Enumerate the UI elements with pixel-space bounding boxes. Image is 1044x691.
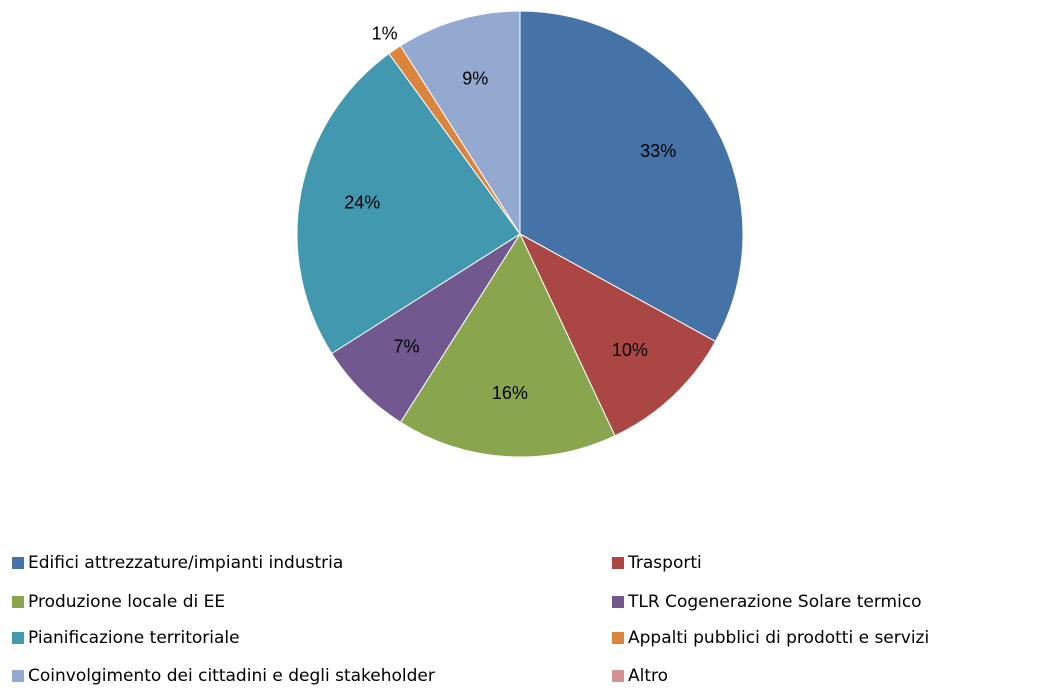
slice-label: 24% [344,193,380,213]
legend-swatch [612,596,624,608]
pie-slice [399,232,616,458]
pie-slice [296,52,521,355]
legend-label: Coinvolgimento dei cittadini e degli sta… [28,666,435,686]
legend-swatch [12,632,24,644]
slice-label: 1% [372,24,398,44]
legend-label: Trasporti [627,553,702,573]
legend-swatch [612,670,624,682]
slice-label: 16% [492,383,528,403]
slice-label: 33% [640,141,676,161]
pie-slice [519,10,744,343]
slice-label: 10% [612,340,648,360]
slice-label: 9% [462,69,488,89]
pie-slice [399,10,521,236]
legend-swatch [12,557,24,569]
legend-label: TLR Cogenerazione Solare termico [627,592,922,612]
legend-label: Produzione locale di EE [28,592,225,612]
slice-label: 7% [393,336,419,356]
legend-label: Pianificazione territoriale [28,628,240,648]
legend-swatch [612,557,624,569]
legend-swatch [612,632,624,644]
legend-label: Edifici attrezzature/impianti industria [28,553,343,573]
legend-swatch [12,670,24,682]
pie-slice [518,232,717,437]
legend-label: Appalti pubblici di prodotti e servizi [628,628,929,648]
legend-label: Altro [628,666,668,686]
legend-swatch [12,596,24,608]
